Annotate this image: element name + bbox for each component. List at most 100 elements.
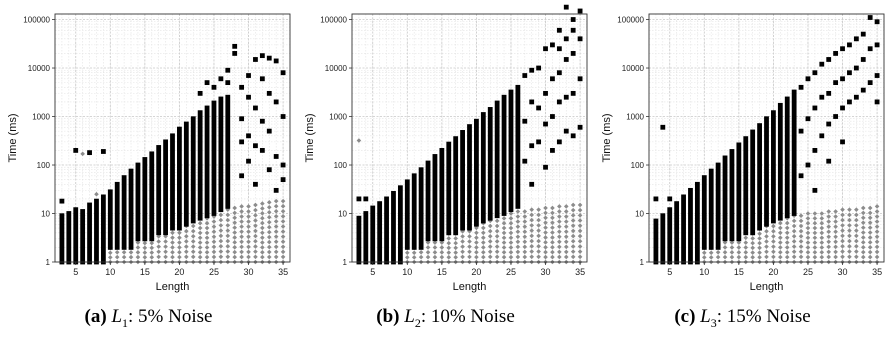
data-point <box>149 245 155 251</box>
data-point <box>266 90 272 96</box>
data-point <box>522 229 528 234</box>
data-point <box>577 238 583 244</box>
data-point <box>260 225 265 231</box>
data-point <box>798 128 804 134</box>
data-point <box>260 240 265 245</box>
data-band <box>764 116 769 227</box>
data-band <box>370 205 376 265</box>
data-point <box>273 229 279 234</box>
data-point <box>280 203 286 209</box>
data-point <box>867 15 873 20</box>
data-point <box>791 218 797 224</box>
data-point <box>812 148 818 153</box>
data-point <box>840 139 845 145</box>
data-point <box>273 214 279 219</box>
data-point <box>833 234 838 240</box>
data-point <box>860 235 866 240</box>
data-band <box>777 102 783 221</box>
data-point <box>128 254 134 260</box>
data-point <box>197 254 203 260</box>
panel-label: (a) <box>84 306 107 327</box>
data-band <box>142 157 148 242</box>
data-point <box>515 234 521 240</box>
data-point <box>87 150 92 156</box>
data-band <box>743 136 749 236</box>
data-point <box>170 235 175 240</box>
data-point <box>557 244 562 250</box>
data-band <box>487 107 493 221</box>
data-point <box>874 254 880 260</box>
caption-text: : 15% Noise <box>716 306 811 327</box>
y-tick-label: 1000 <box>32 113 50 122</box>
data-point <box>266 239 272 245</box>
panel-caption: (c) L3: 15% Noise <box>594 306 891 331</box>
data-point <box>819 240 825 245</box>
data-point <box>239 84 245 90</box>
data-point <box>812 254 818 260</box>
data-point <box>425 240 431 245</box>
data-point <box>536 217 541 223</box>
data-point <box>577 254 583 260</box>
data-point <box>826 158 832 164</box>
data-point <box>867 215 873 221</box>
data-point <box>798 228 804 234</box>
data-point <box>563 214 569 219</box>
data-point <box>149 250 155 255</box>
data-point <box>812 216 818 221</box>
data-point <box>460 249 465 255</box>
data-point <box>798 223 804 229</box>
data-point <box>114 254 120 260</box>
data-point <box>536 233 541 239</box>
data-point <box>481 240 486 245</box>
y-tick-label: 100 <box>631 161 645 170</box>
data-point <box>805 116 811 122</box>
data-point <box>522 239 528 245</box>
data-point <box>59 198 65 204</box>
data-point <box>557 254 562 260</box>
data-point <box>280 239 286 245</box>
data-band <box>356 215 362 265</box>
data-point <box>501 245 507 250</box>
data-point <box>487 228 493 234</box>
data-point <box>833 114 839 119</box>
data-point <box>218 233 224 239</box>
data-point <box>432 254 438 260</box>
data-band <box>80 209 86 265</box>
data-point <box>853 65 859 71</box>
data-point <box>750 254 755 260</box>
data-point <box>253 233 258 239</box>
data-point <box>854 207 859 212</box>
data-point <box>177 230 182 236</box>
data-point <box>570 238 576 244</box>
data-point <box>577 8 583 14</box>
data-point <box>860 220 866 226</box>
data-point <box>190 228 196 234</box>
data-point <box>487 249 493 255</box>
data-point <box>550 76 555 82</box>
data-point <box>363 196 369 202</box>
data-point <box>536 254 541 260</box>
data-point <box>819 94 825 100</box>
data-point <box>819 211 825 216</box>
data-point <box>467 254 472 260</box>
data-point <box>840 46 845 52</box>
x-tick-label: 10 <box>105 267 115 277</box>
y-tick-label: 1 <box>640 258 645 267</box>
data-point <box>577 124 583 130</box>
data-point <box>557 214 562 219</box>
data-point <box>529 233 535 239</box>
data-point <box>239 204 244 209</box>
data-point <box>757 245 762 251</box>
data-band <box>59 213 65 265</box>
data-band <box>460 130 465 231</box>
data-point <box>280 162 286 168</box>
data-point <box>778 249 783 255</box>
data-point <box>246 239 251 245</box>
data-point <box>529 243 535 249</box>
data-point <box>239 173 245 179</box>
data-point <box>467 239 472 244</box>
data-point <box>135 240 141 245</box>
data-point <box>570 90 576 96</box>
data-point <box>515 244 521 250</box>
data-band <box>183 121 189 227</box>
